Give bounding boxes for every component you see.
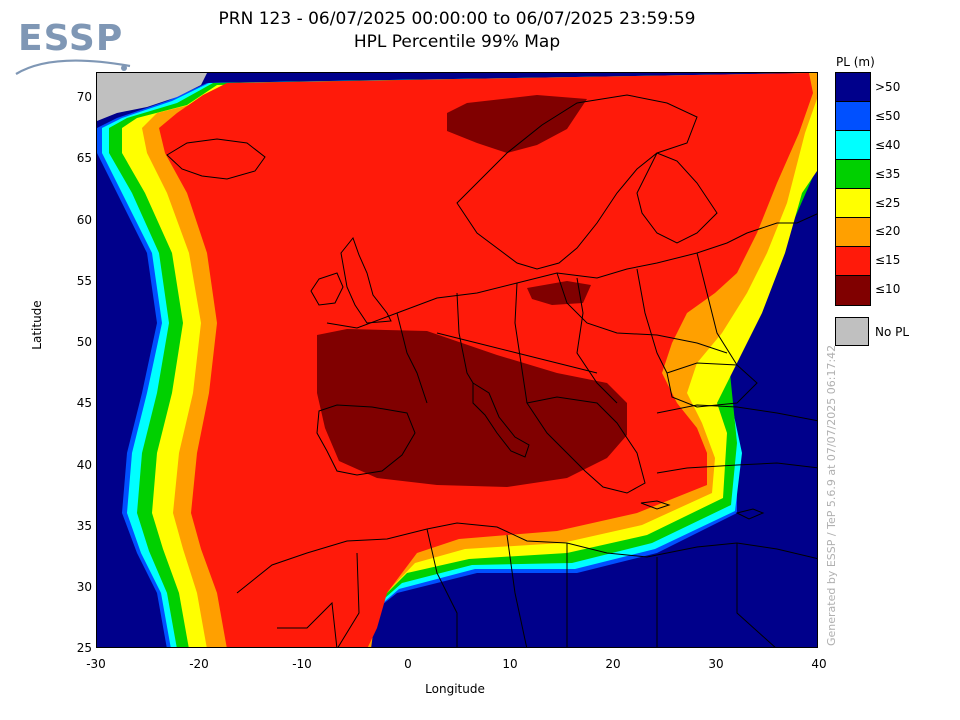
y-tick-label: 40 — [76, 458, 92, 472]
hpl-map — [96, 72, 818, 648]
essp-logo: ESSP — [12, 8, 142, 83]
legend-swatch — [836, 160, 870, 189]
hpl-map-svg — [97, 73, 817, 647]
x-tick-label: 0 — [404, 657, 412, 671]
legend-colorbar — [835, 72, 871, 306]
legend-swatch — [836, 218, 870, 247]
legend-title: PL (m) — [836, 55, 875, 69]
legend-label: >50 — [875, 80, 901, 94]
x-tick-label: -10 — [292, 657, 312, 671]
x-tick-label: -20 — [189, 657, 209, 671]
y-tick-label: 35 — [76, 519, 92, 533]
legend-swatch — [836, 276, 870, 305]
legend-swatch — [836, 247, 870, 276]
map-region-le10-central — [317, 329, 627, 487]
coastlines — [166, 94, 817, 647]
legend-label: ≤15 — [875, 253, 901, 267]
legend-swatch — [836, 131, 870, 160]
map-region-no-pl — [97, 73, 207, 121]
y-tick-label: 25 — [76, 641, 92, 655]
map-region-le10-north — [447, 95, 587, 153]
y-tick-label: 60 — [76, 213, 92, 227]
y-axis-label: Latitude — [30, 295, 44, 355]
legend-no-pl-swatch — [835, 317, 869, 346]
y-tick-label: 70 — [76, 90, 92, 104]
y-axis-label-text: Latitude — [30, 300, 44, 350]
legend-label: ≤50 — [875, 109, 901, 123]
legend-no-pl-label: No PL — [875, 325, 910, 339]
legend-label: ≤20 — [875, 224, 901, 238]
y-tick-label: 55 — [76, 274, 92, 288]
x-tick-label: -30 — [86, 657, 106, 671]
x-tick-label: 40 — [811, 657, 827, 671]
x-tick-label: 10 — [502, 657, 518, 671]
map-region-le10-baltic — [527, 281, 591, 305]
legend-label: ≤40 — [875, 138, 901, 152]
legend-swatch — [836, 102, 870, 131]
x-axis-label: Longitude — [425, 682, 485, 696]
logo-orbit-icon — [15, 59, 131, 75]
generated-by-note: Generated by ESSP / TeP 5.6.9 at 07/07/2… — [825, 344, 838, 646]
y-tick-label: 65 — [76, 151, 92, 165]
legend-swatch — [836, 189, 870, 218]
y-tick-label: 50 — [76, 335, 92, 349]
y-tick-label: 30 — [76, 580, 92, 594]
chart-subtitle: HPL Percentile 99% Map — [353, 32, 561, 52]
legend-swatch — [836, 73, 870, 102]
chart-title: PRN 123 - 06/07/2025 00:00:00 to 06/07/2… — [218, 9, 696, 29]
x-tick-label: 30 — [708, 657, 724, 671]
x-tick-label: 20 — [605, 657, 621, 671]
y-tick-label: 45 — [76, 396, 92, 410]
legend-label: ≤35 — [875, 167, 901, 181]
legend-label: ≤25 — [875, 196, 901, 210]
legend-label: ≤10 — [875, 282, 901, 296]
essp-logo-text: ESSP — [18, 18, 124, 59]
